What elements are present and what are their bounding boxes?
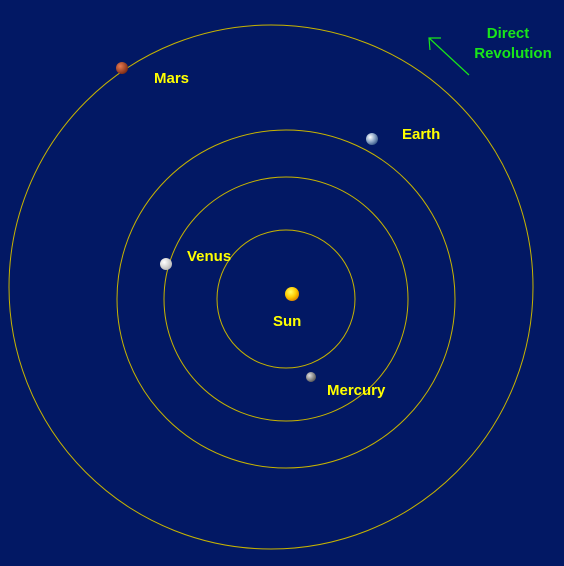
- direction-label-line1: Direct: [487, 25, 530, 42]
- sun-label: Sun: [273, 313, 301, 330]
- mars-orbit: [8, 24, 534, 550]
- venus-orbit: [163, 176, 409, 422]
- earth-orbit: [116, 129, 456, 469]
- direction-indicator: Direct Revolution: [428, 25, 552, 76]
- earth-label: Earth: [402, 126, 440, 143]
- direction-arrowhead-icon: [428, 37, 441, 51]
- sun-icon: [285, 287, 299, 301]
- venus-label: Venus: [187, 248, 231, 265]
- mercury-orbit: [216, 229, 356, 369]
- mars-icon: [116, 62, 128, 74]
- mercury-label: Mercury: [327, 382, 386, 399]
- direction-label-line2: Revolution: [474, 45, 552, 62]
- mercury-icon: [306, 372, 316, 382]
- venus-icon: [160, 258, 172, 270]
- mars-label: Mars: [154, 70, 189, 87]
- direction-arrow-icon: [428, 37, 470, 76]
- earth-icon: [366, 133, 378, 145]
